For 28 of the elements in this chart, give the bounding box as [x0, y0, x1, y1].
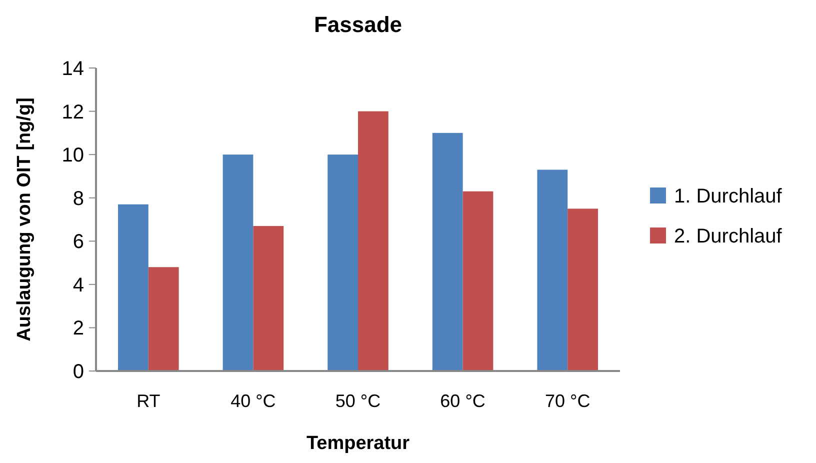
bar [462, 191, 494, 371]
legend-label: 2. Durchlauf [674, 226, 782, 248]
legend-label: 1. Durchlauf [674, 186, 782, 208]
bar [568, 208, 598, 371]
x-tick-label: 70 °C [544, 391, 590, 411]
bar [432, 132, 463, 371]
bar [253, 226, 284, 371]
x-tick-label: 50 °C [335, 391, 381, 411]
bar [358, 111, 388, 371]
y-tick-label: 4 [72, 274, 84, 296]
bar [118, 204, 148, 371]
y-tick-label: 10 [62, 144, 84, 167]
y-tick-label: 2 [72, 318, 84, 340]
x-tick-label: 40 °C [230, 391, 276, 411]
x-tick-label: RT [136, 391, 160, 411]
x-axis-title: Temperatur [306, 433, 410, 454]
chart-title: Fassade [314, 12, 402, 37]
y-axis-title: Auslaugung von OIT [ng/g] [14, 98, 35, 342]
bar [537, 170, 568, 371]
y-tick-label: 12 [62, 101, 84, 124]
y-tick-label: 8 [72, 188, 84, 210]
bar [222, 154, 254, 371]
y-tick-label: 0 [72, 361, 84, 383]
bar [148, 267, 179, 371]
x-tick-label: 60 °C [440, 391, 486, 411]
y-tick-label: 6 [72, 231, 84, 254]
bar [328, 154, 358, 371]
y-tick-label: 14 [62, 58, 84, 80]
